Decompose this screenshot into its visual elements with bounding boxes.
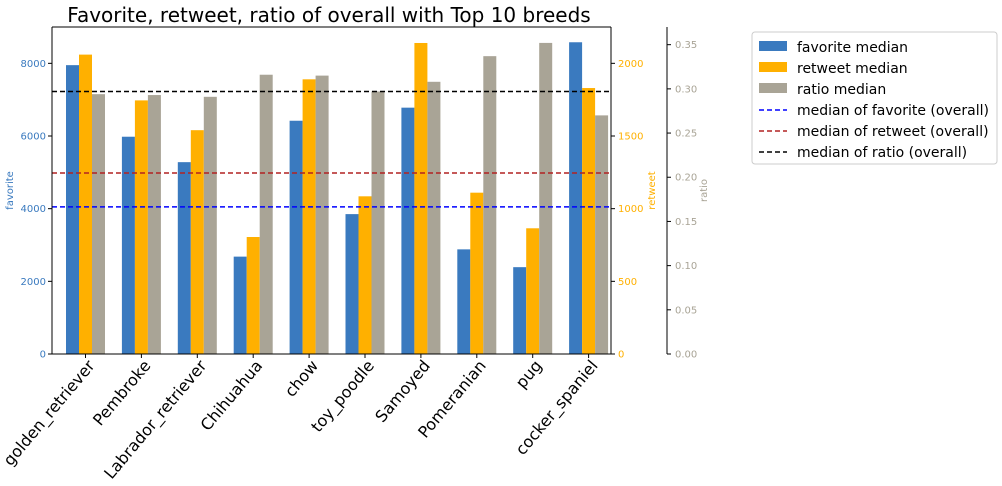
favorite-axis-label: favorite <box>5 171 16 210</box>
bar-ratio-pug <box>539 42 553 354</box>
retweet-axis-tick-label: 0 <box>618 350 624 361</box>
ratio-axis-tick-label: 0.15 <box>675 217 697 228</box>
bar-retweet-labrador-retriever <box>190 130 204 354</box>
legend-label: ratio median <box>797 82 886 98</box>
ratio-axis-tick-label: 0.00 <box>675 350 697 361</box>
retweet-axis-label: retweet <box>647 171 658 209</box>
bar-ratio-golden-retriever <box>92 94 105 354</box>
legend-frame <box>751 31 998 165</box>
bar-ratio-chow <box>315 75 329 355</box>
legend-label: median of retweet (overall) <box>797 124 989 140</box>
favorite-axis-tick-label: 8000 <box>21 59 46 70</box>
ratio-axis-tick-label: 0.30 <box>675 84 697 95</box>
bar-favorite-chow <box>289 120 303 355</box>
bar-retweet-toy-poodle <box>358 196 372 354</box>
chart-title: Favorite, retweet, ratio of overall with… <box>67 3 590 27</box>
bar-retweet-chow <box>302 79 316 354</box>
bar-ratio-pembroke <box>147 95 161 354</box>
legend-label: median of ratio (overall) <box>797 145 967 161</box>
legend: favorite median retweet median ratio media… <box>751 31 998 165</box>
favorite-axis-tick-label: 4000 <box>21 204 46 215</box>
bar-favorite-pomeranian <box>457 249 471 354</box>
legend-label: median of favorite (overall) <box>797 103 989 119</box>
bar-favorite-samoyed <box>401 107 415 354</box>
ratio-axis-tick-label: 0.10 <box>675 261 697 272</box>
axes-layer: 0 2000 4000 6000 8000 0 500 1000 1500 2000 0.00 0.0… <box>5 26 710 361</box>
bar-retweet-pug <box>526 228 540 354</box>
bar-ratio-toy-poodle <box>371 91 385 355</box>
bar-ratio-labrador-retriever <box>203 96 217 355</box>
ratio-axis-tick-label: 0.05 <box>675 305 697 316</box>
retweet-axis-tick-label: 1500 <box>618 132 643 143</box>
bar-favorite-toy-poodle <box>345 214 359 354</box>
bar-favorite-golden-retriever <box>66 65 79 355</box>
retweet-axis-tick-label: 500 <box>618 277 637 288</box>
bar-favorite-cocker-spaniel <box>569 42 583 354</box>
ratio-axis-label: ratio <box>699 179 710 202</box>
favorite-axis-tick-label: 0 <box>40 350 46 361</box>
ratio-axis-tick-label: 0.25 <box>675 129 697 140</box>
x-tick-label: Labrador_retriever <box>100 356 211 483</box>
ratio-axis-tick-label: 0.20 <box>675 173 697 184</box>
retweet-axis-tick-label: 2000 <box>618 59 643 70</box>
bar-ratio-pomeranian <box>483 56 497 355</box>
favorite-axis-tick-label: 2000 <box>21 277 46 288</box>
bar-retweet-golden-retriever <box>79 54 92 354</box>
x-tick-label: chow <box>281 356 322 400</box>
bar-retweet-cocker-spaniel <box>582 88 596 354</box>
retweet-axis-tick-label: 1000 <box>618 204 643 215</box>
x-tick-label: pug <box>512 356 546 392</box>
x-tick-labels: golden_retrieverPembrokeLabrador_retriev… <box>0 354 602 483</box>
legend-swatch-ratio <box>759 83 787 93</box>
bar-retweet-pomeranian <box>470 192 484 354</box>
reference-lines-layer <box>52 90 611 208</box>
bar-ratio-samoyed <box>427 81 441 355</box>
bar-retweet-samoyed <box>414 42 428 355</box>
legend-label: favorite median <box>797 40 908 56</box>
bar-favorite-pug <box>513 267 527 354</box>
favorite-axis-tick-label: 6000 <box>21 132 46 143</box>
bar-favorite-labrador-retriever <box>177 162 191 354</box>
bars-layer <box>66 42 609 355</box>
ratio-axis-tick-label: 0.35 <box>675 40 697 51</box>
bar-favorite-pembroke <box>121 136 135 354</box>
x-tick-label: golden_retriever <box>0 356 100 470</box>
legend-swatch-favorite <box>759 41 787 51</box>
bar-favorite-chihuahua <box>233 256 247 354</box>
bar-ratio-chihuahua <box>259 74 273 354</box>
bar-retweet-pembroke <box>134 100 148 354</box>
bar-retweet-chihuahua <box>246 237 260 354</box>
legend-label: retweet median <box>797 61 908 77</box>
bar-ratio-cocker-spaniel <box>595 115 609 354</box>
legend-swatch-retweet <box>759 62 787 72</box>
